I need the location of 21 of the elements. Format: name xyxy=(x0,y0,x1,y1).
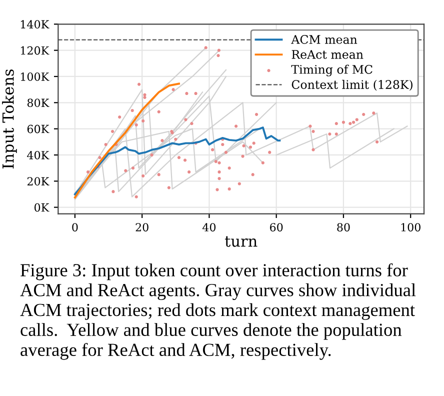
y-tick-label: 120K xyxy=(20,46,50,55)
y-tick-label: 20K xyxy=(27,177,50,186)
x-tick-label: 60 xyxy=(270,223,283,232)
y-tick-label: 140K xyxy=(20,20,50,29)
legend-label: Context limit (128K) xyxy=(292,80,412,91)
legend-label: ACM mean xyxy=(291,34,358,44)
legend-label: Timing of MC xyxy=(291,64,372,76)
caption: Figure 3: Input token count over interaction turns for ACM and ReAct agents. Gray curves show individual ACM trajectories; red dots mark context management calls. Yellow and blue curves denote the population average for ReAct and ACM, respectively. xyxy=(20,263,416,360)
x-tick-label: 20 xyxy=(136,223,148,232)
y-tick-label: 40K xyxy=(27,150,50,160)
y-axis-title: Input Tokens xyxy=(2,69,17,168)
y-tick-label: 100K xyxy=(20,72,50,81)
y-tick-label: 80K xyxy=(27,98,50,108)
y-tick-label: 0K xyxy=(34,203,50,212)
x-axis-title: turn xyxy=(224,236,258,247)
y-tick-label: 60K xyxy=(27,124,50,134)
x-tick-label: 0 xyxy=(72,223,78,232)
legend-label: ReAct mean xyxy=(292,50,364,59)
x-tick-label: 80 xyxy=(337,223,350,232)
x-tick-label: 100 xyxy=(401,223,420,232)
x-tick-label: 40 xyxy=(202,223,216,232)
